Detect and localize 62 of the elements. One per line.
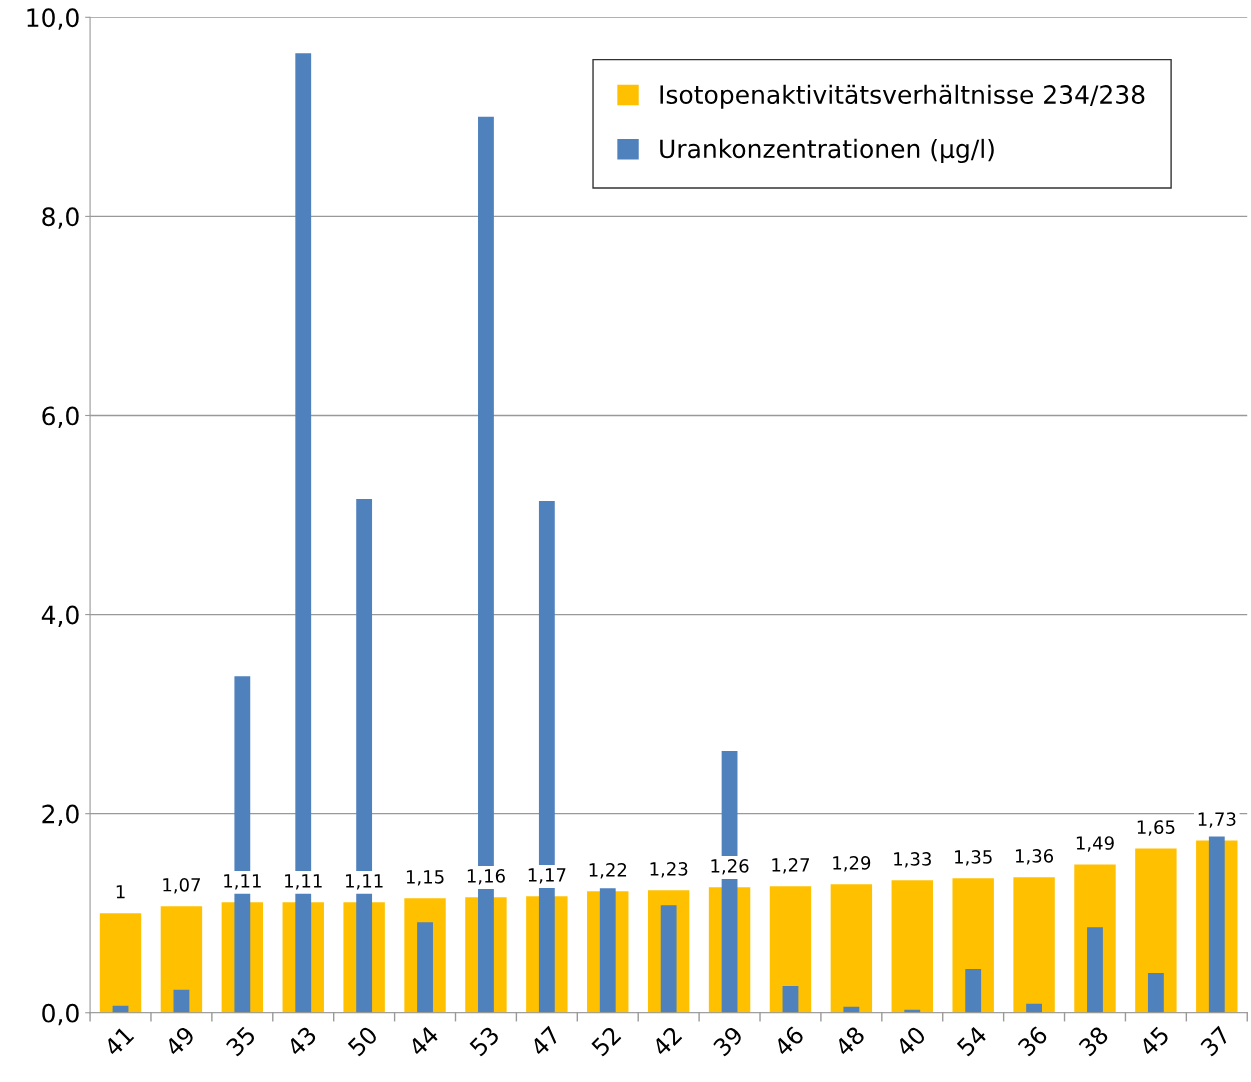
- x-tick-label: 39: [712, 1025, 744, 1057]
- data-label: 1,11: [224, 874, 261, 890]
- y-tick-label: 4,0: [41, 605, 79, 627]
- bar: [1087, 927, 1103, 1013]
- bar: [173, 989, 190, 1013]
- data-label: 1,49: [1076, 836, 1114, 852]
- data-label: 1,29: [833, 856, 871, 872]
- data-label: 1,65: [1137, 820, 1175, 836]
- x-tick-label: 41: [103, 1025, 135, 1057]
- bar: [769, 886, 812, 1013]
- legend-label: Isotopenaktivitätsverhältnisse 234/238: [660, 84, 1145, 109]
- x-tick-label: 38: [1077, 1025, 1110, 1057]
- y-tick-label: 0,0: [42, 1003, 79, 1026]
- bar: [99, 913, 142, 1013]
- x-tick-label: 46: [772, 1025, 805, 1058]
- x-tick-label: 50: [347, 1025, 379, 1057]
- data-label: 1: [116, 885, 125, 899]
- bar: [417, 922, 433, 1013]
- y-tick-label: 8,0: [42, 207, 79, 229]
- legend-label: Urankonzentrationen (µg/l): [660, 138, 994, 164]
- x-tick-label: 43: [285, 1025, 318, 1058]
- bar: [830, 884, 873, 1013]
- y-tick-label: 6,0: [42, 406, 79, 428]
- x-tick-label: 52: [590, 1025, 622, 1057]
- y-tick-label: 2,0: [42, 804, 79, 827]
- data-label: 1,26: [711, 859, 749, 875]
- bar: [1013, 877, 1055, 1013]
- x-tick-label: 44: [407, 1025, 440, 1057]
- bar: [1026, 1003, 1042, 1013]
- bar: [1147, 972, 1164, 1013]
- data-label: 1,23: [650, 862, 688, 878]
- x-tick-label: 35: [225, 1025, 257, 1057]
- x-tick-label: 53: [468, 1025, 501, 1057]
- bar: [782, 985, 799, 1013]
- x-tick-label: 40: [894, 1025, 927, 1058]
- y-tick-label: 10,0: [27, 8, 79, 30]
- data-label: 1,11: [346, 874, 383, 890]
- data-label: 1,35: [955, 850, 992, 866]
- data-label: 1,22: [589, 863, 627, 879]
- data-label: 1,15: [406, 870, 444, 886]
- x-tick-label: 36: [1016, 1025, 1049, 1057]
- data-label: 1,11: [285, 874, 322, 890]
- data-label: 1,07: [163, 877, 200, 894]
- data-label: 1,33: [894, 852, 931, 868]
- bar: [160, 906, 203, 1013]
- bar: [599, 888, 616, 1013]
- x-tick-label: 54: [956, 1025, 988, 1057]
- data-label: 1,73: [1198, 812, 1236, 828]
- bar: [891, 880, 933, 1013]
- data-label: 1,27: [772, 858, 810, 874]
- data-label: 1,36: [1015, 849, 1054, 865]
- x-tick-label: 48: [833, 1025, 866, 1058]
- bar: [660, 905, 677, 1013]
- data-label: 1,17: [528, 868, 566, 884]
- data-label: 1,16: [467, 869, 505, 885]
- x-tick-label: 45: [1138, 1025, 1170, 1058]
- x-tick-label: 42: [651, 1025, 683, 1057]
- x-tick-label: 47: [529, 1025, 561, 1057]
- x-tick-label: 49: [163, 1025, 196, 1058]
- bar: [1208, 836, 1225, 1013]
- x-tick-label: 37: [1199, 1025, 1231, 1057]
- bar: [965, 968, 982, 1013]
